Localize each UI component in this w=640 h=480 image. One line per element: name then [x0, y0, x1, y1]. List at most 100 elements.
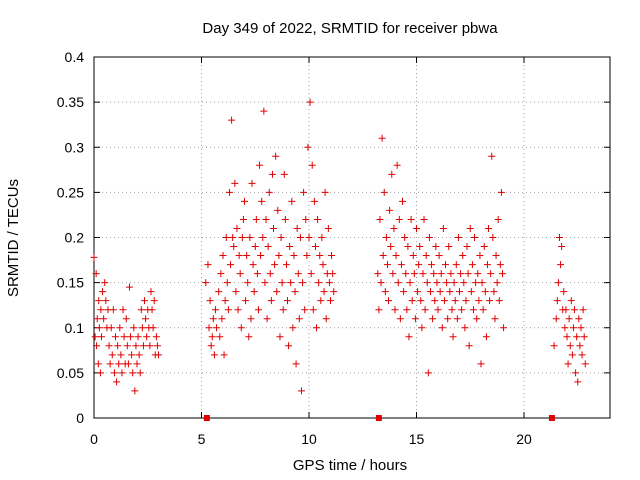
data-point — [241, 197, 248, 205]
data-point — [108, 351, 116, 359]
data-point — [282, 261, 290, 269]
data-point — [233, 224, 241, 232]
y-tick-label: 0.3 — [65, 139, 85, 155]
data-point — [202, 279, 210, 287]
data-point — [379, 252, 387, 260]
data-point — [318, 234, 326, 241]
data-point — [377, 279, 385, 287]
data-point — [414, 288, 422, 296]
data-point — [125, 283, 133, 291]
data-point — [555, 234, 563, 241]
data-point — [403, 306, 411, 314]
data-point — [227, 261, 235, 269]
data-point — [295, 315, 303, 323]
data-points — [90, 98, 589, 421]
data-point — [423, 279, 431, 287]
data-point — [249, 261, 257, 269]
data-point — [230, 243, 238, 251]
data-point — [93, 315, 101, 323]
data-point — [267, 297, 275, 305]
data-point — [94, 360, 102, 368]
data-point — [580, 333, 588, 341]
data-point — [407, 215, 415, 223]
data-point — [489, 234, 497, 241]
data-point — [574, 378, 582, 386]
data-point — [133, 360, 141, 368]
data-point — [420, 215, 428, 223]
data-point — [245, 333, 253, 341]
x-tick-label: 10 — [301, 431, 317, 447]
data-point — [464, 270, 472, 278]
data-point — [306, 98, 314, 106]
data-point — [572, 369, 580, 377]
data-point — [251, 243, 259, 251]
data-point — [445, 243, 453, 251]
data-point — [275, 252, 283, 260]
data-point — [116, 324, 124, 332]
data-point — [452, 261, 460, 269]
data-point — [405, 333, 413, 341]
data-point — [575, 315, 583, 323]
data-point — [383, 261, 391, 269]
data-point — [254, 306, 262, 314]
data-point — [463, 243, 471, 251]
data-point — [98, 333, 106, 341]
data-point — [307, 270, 315, 278]
data-point — [127, 333, 135, 341]
data-point — [97, 306, 105, 314]
data-point — [131, 387, 139, 395]
data-point — [285, 342, 293, 350]
data-point — [571, 306, 579, 314]
data-point — [263, 315, 271, 323]
data-point — [258, 197, 266, 205]
data-point — [314, 215, 322, 223]
data-point — [115, 360, 123, 368]
data-point — [393, 161, 401, 169]
data-point — [288, 197, 296, 205]
data-point — [268, 170, 276, 178]
data-point — [381, 288, 389, 296]
x-tick-label: 0 — [90, 431, 98, 447]
data-point — [220, 351, 228, 359]
data-point — [235, 252, 243, 260]
data-point — [563, 333, 571, 341]
x-tick-label: 5 — [198, 431, 206, 447]
data-point — [102, 297, 110, 305]
data-point — [579, 306, 587, 314]
data-point — [243, 252, 251, 260]
plot-frame — [93, 56, 611, 419]
data-point — [406, 279, 414, 287]
data-point — [101, 279, 109, 287]
data-point — [228, 116, 236, 124]
data-point — [448, 306, 456, 314]
data-point — [132, 342, 140, 350]
data-point — [380, 188, 388, 196]
data-point — [400, 288, 408, 296]
zero-marker — [203, 415, 210, 421]
data-point — [321, 188, 329, 196]
data-point — [553, 297, 561, 305]
data-point — [242, 297, 250, 305]
data-point — [273, 288, 281, 296]
data-point — [461, 324, 469, 332]
data-point — [471, 234, 479, 241]
data-point — [465, 342, 473, 350]
data-point — [150, 297, 158, 305]
data-point — [261, 279, 269, 287]
data-point — [276, 333, 284, 341]
data-point — [122, 315, 130, 323]
data-point — [566, 342, 574, 350]
data-point — [409, 252, 417, 260]
data-point — [143, 333, 151, 341]
data-point — [134, 333, 142, 341]
data-point — [217, 270, 225, 278]
y-tick-label: 0.25 — [57, 184, 84, 200]
data-point — [206, 297, 214, 305]
data-point — [294, 270, 302, 278]
data-point — [327, 297, 334, 305]
y-tick-label: 0 — [76, 410, 84, 426]
data-point — [148, 306, 156, 314]
data-point — [550, 342, 558, 350]
data-point — [389, 270, 397, 278]
data-point — [428, 261, 436, 269]
